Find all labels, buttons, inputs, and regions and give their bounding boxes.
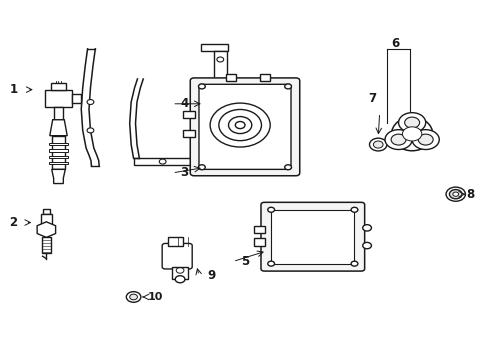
Circle shape [363,242,371,249]
FancyBboxPatch shape [162,243,192,269]
Circle shape [198,84,205,89]
Bar [49,156,68,158]
Text: 7: 7 [368,92,376,105]
Circle shape [268,207,274,212]
Text: 1: 1 [9,83,18,96]
Bar [172,267,188,279]
Text: 3: 3 [180,166,189,179]
Bar [134,158,219,165]
Circle shape [412,130,439,149]
Bar [51,83,66,90]
Circle shape [351,207,358,212]
Circle shape [398,113,426,132]
Bar [169,237,183,246]
FancyBboxPatch shape [261,202,365,271]
Bar [52,136,65,169]
Bar [254,238,266,246]
Circle shape [198,165,205,170]
Text: 8: 8 [466,188,474,201]
Circle shape [373,141,383,148]
Circle shape [391,134,406,145]
Bar [271,210,354,264]
Bar [225,75,236,81]
Circle shape [217,137,223,142]
Circle shape [130,294,138,300]
FancyBboxPatch shape [271,210,354,264]
Bar [49,143,68,145]
Circle shape [369,138,387,151]
Text: 10: 10 [147,292,163,302]
Text: 5: 5 [241,255,249,268]
Circle shape [446,187,466,201]
Text: 2: 2 [9,216,18,229]
Text: 4: 4 [180,97,189,110]
Polygon shape [37,222,55,238]
Circle shape [363,225,371,231]
Circle shape [87,100,94,104]
Circle shape [126,292,141,302]
Circle shape [285,84,292,89]
Circle shape [175,276,185,283]
Text: 6: 6 [391,37,399,50]
Circle shape [217,57,223,62]
Circle shape [87,128,94,133]
Bar [201,44,228,51]
Bar [42,238,51,253]
Polygon shape [50,120,67,136]
Bar [45,90,72,107]
Circle shape [418,134,433,145]
Circle shape [453,192,459,196]
Circle shape [402,127,422,141]
Bar [54,107,63,120]
Bar [260,75,270,81]
Circle shape [351,261,358,266]
Circle shape [217,96,223,101]
Bar [49,149,68,152]
Circle shape [285,165,292,170]
Bar [72,94,80,103]
FancyBboxPatch shape [190,78,300,176]
Circle shape [268,261,274,266]
Circle shape [159,159,166,164]
Bar [183,130,195,138]
Circle shape [385,130,412,149]
Text: 9: 9 [207,269,215,282]
Bar [43,210,50,214]
Circle shape [405,117,419,128]
FancyBboxPatch shape [199,84,291,169]
Bar [49,162,68,165]
Circle shape [449,190,462,199]
Bar [183,111,195,118]
Polygon shape [52,169,65,184]
Bar [214,51,227,162]
Bar [254,226,266,233]
Bar [41,214,52,224]
